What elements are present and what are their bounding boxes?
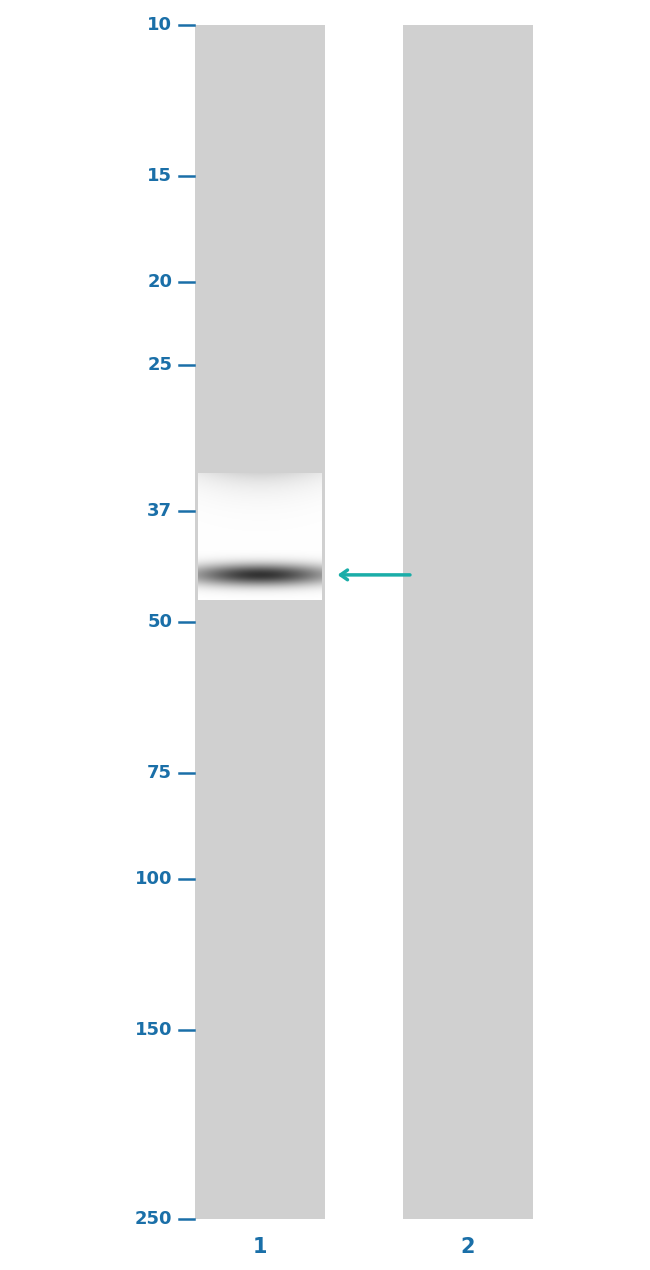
Text: 1: 1: [253, 1237, 267, 1257]
Text: 75: 75: [148, 763, 172, 781]
Text: 50: 50: [148, 613, 172, 631]
Bar: [403, 25, 533, 1219]
Text: 37: 37: [148, 502, 172, 519]
Text: 100: 100: [135, 870, 172, 889]
Text: 25: 25: [148, 356, 172, 375]
Text: 20: 20: [148, 273, 172, 292]
Text: 150: 150: [135, 1021, 172, 1039]
Text: 15: 15: [148, 166, 172, 184]
Text: 250: 250: [135, 1210, 172, 1228]
Bar: [195, 25, 325, 1219]
Text: 10: 10: [148, 17, 172, 34]
Text: 2: 2: [461, 1237, 475, 1257]
